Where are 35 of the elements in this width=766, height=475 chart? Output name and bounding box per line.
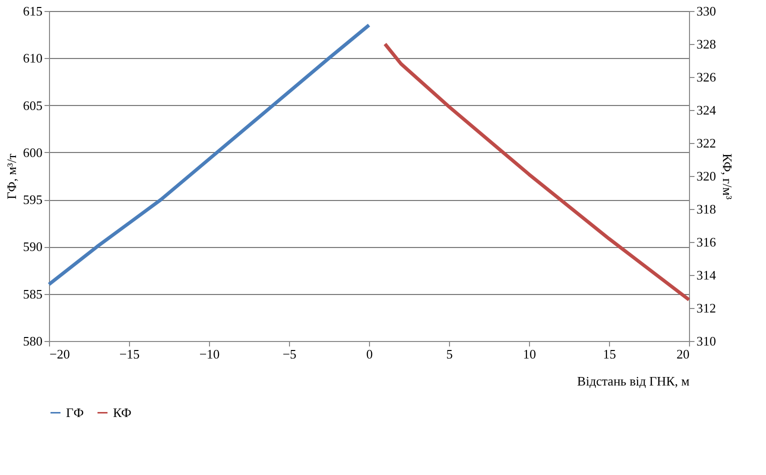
y2-tick-label: 312 <box>696 300 716 316</box>
y2-tick-label: 322 <box>696 136 716 150</box>
y-axis-title: ГФ, м³/т <box>4 153 19 200</box>
x-tick-label: 20 <box>676 346 690 362</box>
y-tick-label: 590 <box>23 239 42 254</box>
x-axis-title: Відстань від ГНК, м <box>577 374 690 388</box>
legend-label: КФ <box>113 404 132 420</box>
x-tick-label: −10 <box>199 346 220 362</box>
legend-label: ГФ <box>66 404 84 420</box>
y-tick-label: 615 <box>23 4 42 18</box>
y2-tick-label: 330 <box>696 4 716 18</box>
x-tick-label: 5 <box>446 346 453 362</box>
line-series <box>47 23 371 286</box>
line-series <box>383 42 691 302</box>
x-tick-label: −20 <box>50 346 70 362</box>
y2-tick-label: 324 <box>696 102 716 118</box>
y-tick-label: 610 <box>23 50 42 66</box>
y2-axis-title: КФ, г/м³ <box>720 154 735 200</box>
y2-tick-label: 316 <box>696 234 716 250</box>
x-tick-label: 0 <box>366 346 373 362</box>
x-tick-label: 15 <box>603 346 616 362</box>
y-tick-label: 585 <box>23 286 42 302</box>
y2-tick-label: 314 <box>696 268 716 282</box>
x-tick-label: 10 <box>523 346 536 362</box>
y2-tick-label: 328 <box>696 36 716 52</box>
y2-tick-label: 320 <box>696 168 716 184</box>
y2-tick-label: 318 <box>696 202 716 216</box>
y-tick-label: 600 <box>23 144 42 160</box>
y-tick-label: 605 <box>23 98 42 113</box>
y-tick-label: 580 <box>23 334 42 348</box>
y2-tick-label: 326 <box>696 70 716 84</box>
x-tick-label: −5 <box>282 346 296 362</box>
y2-tick-label: 310 <box>696 334 716 348</box>
x-tick-label: −15 <box>119 346 140 362</box>
y-tick-label: 595 <box>23 192 42 208</box>
